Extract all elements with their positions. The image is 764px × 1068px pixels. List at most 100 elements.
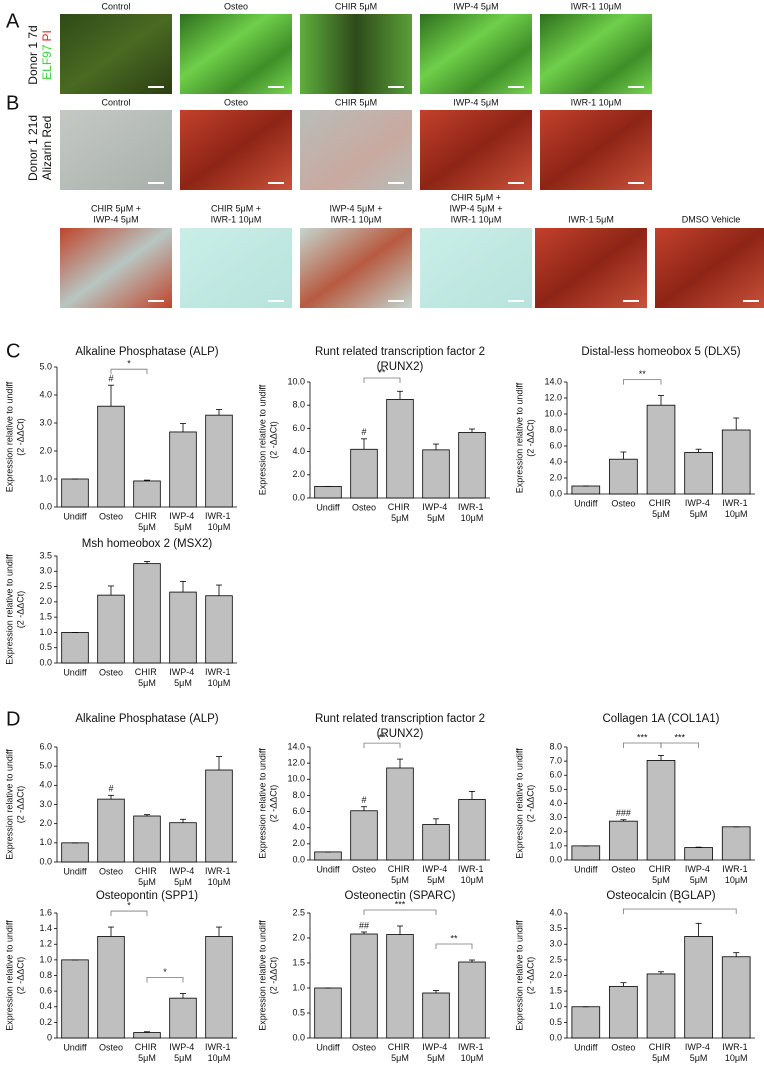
y-tick-label: 2.0: [39, 445, 52, 455]
bar: [350, 448, 378, 499]
micrograph: [180, 228, 292, 308]
micrograph: [535, 228, 647, 308]
significance-mark: #: [361, 427, 366, 437]
y-tick-label: 1.5: [39, 612, 52, 622]
y-tick-label: 14.0: [544, 376, 562, 386]
x-tick-label: IWR-1 10μM: [458, 1042, 486, 1063]
y-tick-label: 4.0: [39, 389, 52, 399]
y-axis-label: Expression relative to undiff: [514, 748, 524, 859]
significance-bracket: [623, 908, 737, 914]
bar: [609, 986, 638, 1039]
bar: [169, 591, 197, 664]
bar: [458, 799, 486, 861]
y-tick-label: 2.5: [292, 907, 305, 917]
y-tick-label: 2.0: [549, 472, 562, 482]
y-tick-label: 6.0: [292, 423, 305, 433]
y-tick-label: 0.5: [292, 1007, 305, 1017]
panel-label: B: [6, 92, 19, 114]
y-tick-label: 3.5: [39, 550, 52, 560]
bar: [205, 595, 233, 664]
x-tick-label: Osteo: [611, 498, 635, 508]
y-tick-label: 0.5: [39, 642, 52, 652]
y-tick-label: 0.0: [292, 1032, 305, 1042]
stain-label: ELF97 PI: [40, 30, 54, 80]
micrograph: [655, 228, 764, 308]
x-tick-label: IWP-4 5μM: [685, 498, 713, 519]
image-caption: Control: [101, 1, 130, 11]
micrograph: [60, 110, 172, 190]
x-tick-label: CHIR 5μM: [135, 511, 160, 532]
x-tick-label: Osteo: [352, 502, 376, 512]
y-tick-label: 0.0: [549, 854, 562, 864]
significance-bracket: [110, 368, 148, 375]
chart-title: Osteonectin (SPARC): [345, 890, 456, 902]
x-tick-label: IWR-1 10μM: [722, 498, 750, 519]
bar: [61, 632, 89, 664]
panel-label: D: [6, 708, 20, 730]
significance-label: ***: [395, 899, 406, 909]
stain-label: ELF97: [40, 44, 54, 80]
y-tick-label: 0.8: [39, 970, 52, 980]
y-tick-label: 12.0: [287, 758, 305, 768]
chart-title: Runt related transcription factor 2: [315, 713, 485, 725]
y-tick-label: 3.0: [39, 566, 52, 576]
y-tick-label: 1.0: [549, 840, 562, 850]
y-tick-label: 8.0: [549, 741, 562, 751]
image-caption: IWR-1 10μM: [451, 214, 502, 224]
significance-label: *: [127, 359, 131, 369]
x-tick-label: Undiff: [63, 866, 87, 876]
bar: [133, 815, 161, 863]
chart-subtitle: (RUNX2): [377, 361, 424, 373]
y-tick-label: 0.0: [549, 1032, 562, 1042]
y-tick-label: 1.0: [549, 1001, 562, 1011]
x-tick-label: CHIR 5μM: [649, 864, 674, 885]
bar: [721, 429, 751, 495]
bar: [684, 451, 713, 495]
y-tick-label: 10.0: [544, 408, 562, 418]
bar: [422, 449, 450, 499]
y-tick-label: 3.0: [39, 799, 52, 809]
y-tick-label: 0.2: [39, 1017, 52, 1027]
x-tick-label: Undiff: [316, 864, 340, 874]
y-tick-label: 2.0: [549, 970, 562, 980]
image-caption: IWR-1 5μM: [568, 214, 614, 224]
y-tick-label: 1.6: [39, 907, 52, 917]
y-axis-label: Expression relative to undiff: [257, 384, 267, 495]
chart-title: Distal-less homeobox 5 (DLX5): [581, 346, 740, 358]
bar: [133, 563, 161, 664]
y-tick-label: 6.0: [39, 741, 52, 751]
significance-bracket: [363, 742, 401, 749]
significance-label: **: [639, 369, 647, 379]
y-tick-label: 1.0: [39, 627, 52, 637]
image-caption: CHIR 5μM +: [91, 203, 141, 213]
bar: [386, 934, 414, 1039]
x-tick-label: IWP-4 5μM: [169, 866, 197, 887]
y-tick-label: 8.0: [292, 400, 305, 410]
x-tick-label: Osteo: [99, 667, 123, 677]
y-tick-label: 2.5: [39, 581, 52, 591]
y-axis-label: Expression relative to undiff: [514, 920, 524, 1031]
micrograph: [540, 14, 652, 94]
image-caption: IWR-1 10μM: [211, 214, 262, 224]
x-tick-label: CHIR 5μM: [135, 866, 160, 887]
bar: [422, 824, 450, 861]
micrograph: [60, 228, 172, 308]
chart-title: Alkaline Phosphatase (ALP): [75, 346, 218, 358]
panel-label: A: [6, 10, 20, 32]
x-tick-label: IWP-4 5μM: [422, 864, 450, 885]
x-tick-label: IWR-1 10μM: [722, 1042, 750, 1063]
x-tick-label: Osteo: [611, 1042, 635, 1052]
y-tick-label: 2.0: [292, 469, 305, 479]
y-tick-label: 2.0: [549, 826, 562, 836]
bar: [609, 820, 638, 861]
y-tick-label: 2.0: [292, 932, 305, 942]
x-tick-label: IWR-1 10μM: [458, 864, 486, 885]
x-tick-label: Undiff: [63, 511, 87, 521]
bar: [314, 851, 342, 861]
y-tick-label: 1.5: [549, 986, 562, 996]
y-tick-label: 0.0: [549, 488, 562, 498]
bar: [646, 760, 676, 861]
significance-mark: #: [361, 795, 366, 805]
x-tick-label: IWR-1 10μM: [205, 1042, 233, 1063]
